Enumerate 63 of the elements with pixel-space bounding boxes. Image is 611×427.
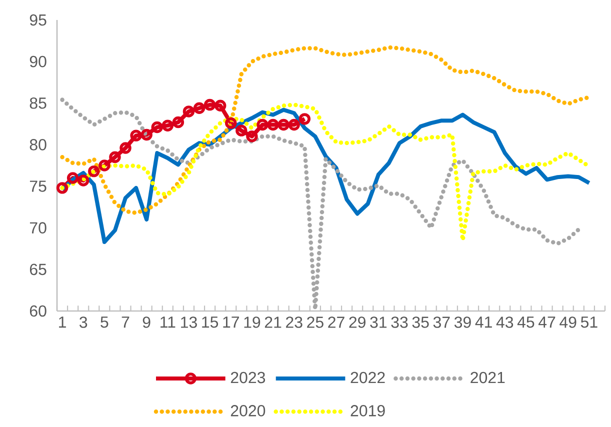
x-tick-label: 3 bbox=[80, 316, 88, 328]
legend-label: 2023 bbox=[230, 372, 266, 384]
point bbox=[151, 121, 163, 134]
y-tick-label: 65 bbox=[30, 264, 46, 276]
x-tick-label: 27 bbox=[328, 316, 344, 328]
x-tick-label: 49 bbox=[560, 316, 576, 328]
point bbox=[236, 124, 248, 136]
x-tick-label: 37 bbox=[433, 316, 450, 328]
x-tick-label: 25 bbox=[307, 316, 324, 328]
legend-label: 2021 bbox=[470, 372, 505, 384]
y-tick-label: 95 bbox=[30, 14, 46, 26]
point bbox=[246, 130, 258, 142]
x-tick-label: 11 bbox=[160, 316, 176, 328]
x-tick-label: 9 bbox=[142, 316, 150, 328]
point bbox=[267, 118, 279, 131]
x-tick-label: 43 bbox=[496, 316, 514, 328]
point bbox=[98, 160, 110, 172]
legend-label: 2020 bbox=[230, 405, 266, 416]
legend-label: 2022 bbox=[350, 372, 385, 384]
point bbox=[162, 120, 174, 132]
x-tick-label: 19 bbox=[244, 316, 260, 328]
y-tick-label: 60 bbox=[30, 305, 46, 317]
y-tick-label: 90 bbox=[30, 56, 46, 68]
x-tick-label: 23 bbox=[286, 316, 302, 328]
point bbox=[278, 118, 290, 131]
point bbox=[88, 165, 100, 178]
x-tick-label: 41 bbox=[475, 316, 492, 328]
point bbox=[193, 102, 206, 114]
point bbox=[172, 116, 184, 128]
x-tick-label: 21 bbox=[264, 316, 282, 328]
legend-label: 2019 bbox=[350, 405, 385, 416]
y-tick-label: 70 bbox=[30, 222, 46, 234]
point bbox=[66, 172, 79, 184]
point bbox=[140, 128, 152, 141]
point bbox=[298, 113, 311, 125]
x-tick-label: 31 bbox=[370, 316, 387, 328]
point bbox=[56, 182, 68, 194]
x-tick-label: 1 bbox=[59, 316, 66, 328]
x-tick-label: 39 bbox=[454, 316, 471, 328]
x-tick-label: 47 bbox=[538, 316, 556, 328]
y-tick-label: 80 bbox=[30, 139, 46, 150]
x-tick-label: 35 bbox=[412, 316, 429, 328]
point bbox=[130, 130, 142, 142]
point bbox=[225, 117, 237, 129]
x-tick-label: 33 bbox=[391, 316, 408, 328]
x-tick-label: 5 bbox=[100, 316, 108, 328]
x-tick-label: 17 bbox=[223, 316, 239, 328]
y-tick-label: 75 bbox=[30, 180, 46, 192]
y-tick-label: 85 bbox=[30, 97, 46, 109]
point bbox=[214, 100, 226, 112]
x-tick-label: 45 bbox=[517, 316, 534, 328]
x-tick-label: 15 bbox=[202, 316, 218, 328]
point bbox=[204, 98, 216, 111]
point bbox=[109, 151, 121, 164]
x-tick-label: 7 bbox=[122, 316, 130, 328]
x-tick-label: 51 bbox=[580, 316, 598, 328]
x-tick-label: 13 bbox=[181, 316, 197, 328]
x-tick-label: 29 bbox=[349, 316, 366, 328]
point bbox=[256, 118, 268, 131]
point bbox=[120, 142, 132, 154]
point bbox=[182, 106, 195, 118]
point bbox=[77, 174, 90, 186]
point bbox=[288, 118, 300, 131]
